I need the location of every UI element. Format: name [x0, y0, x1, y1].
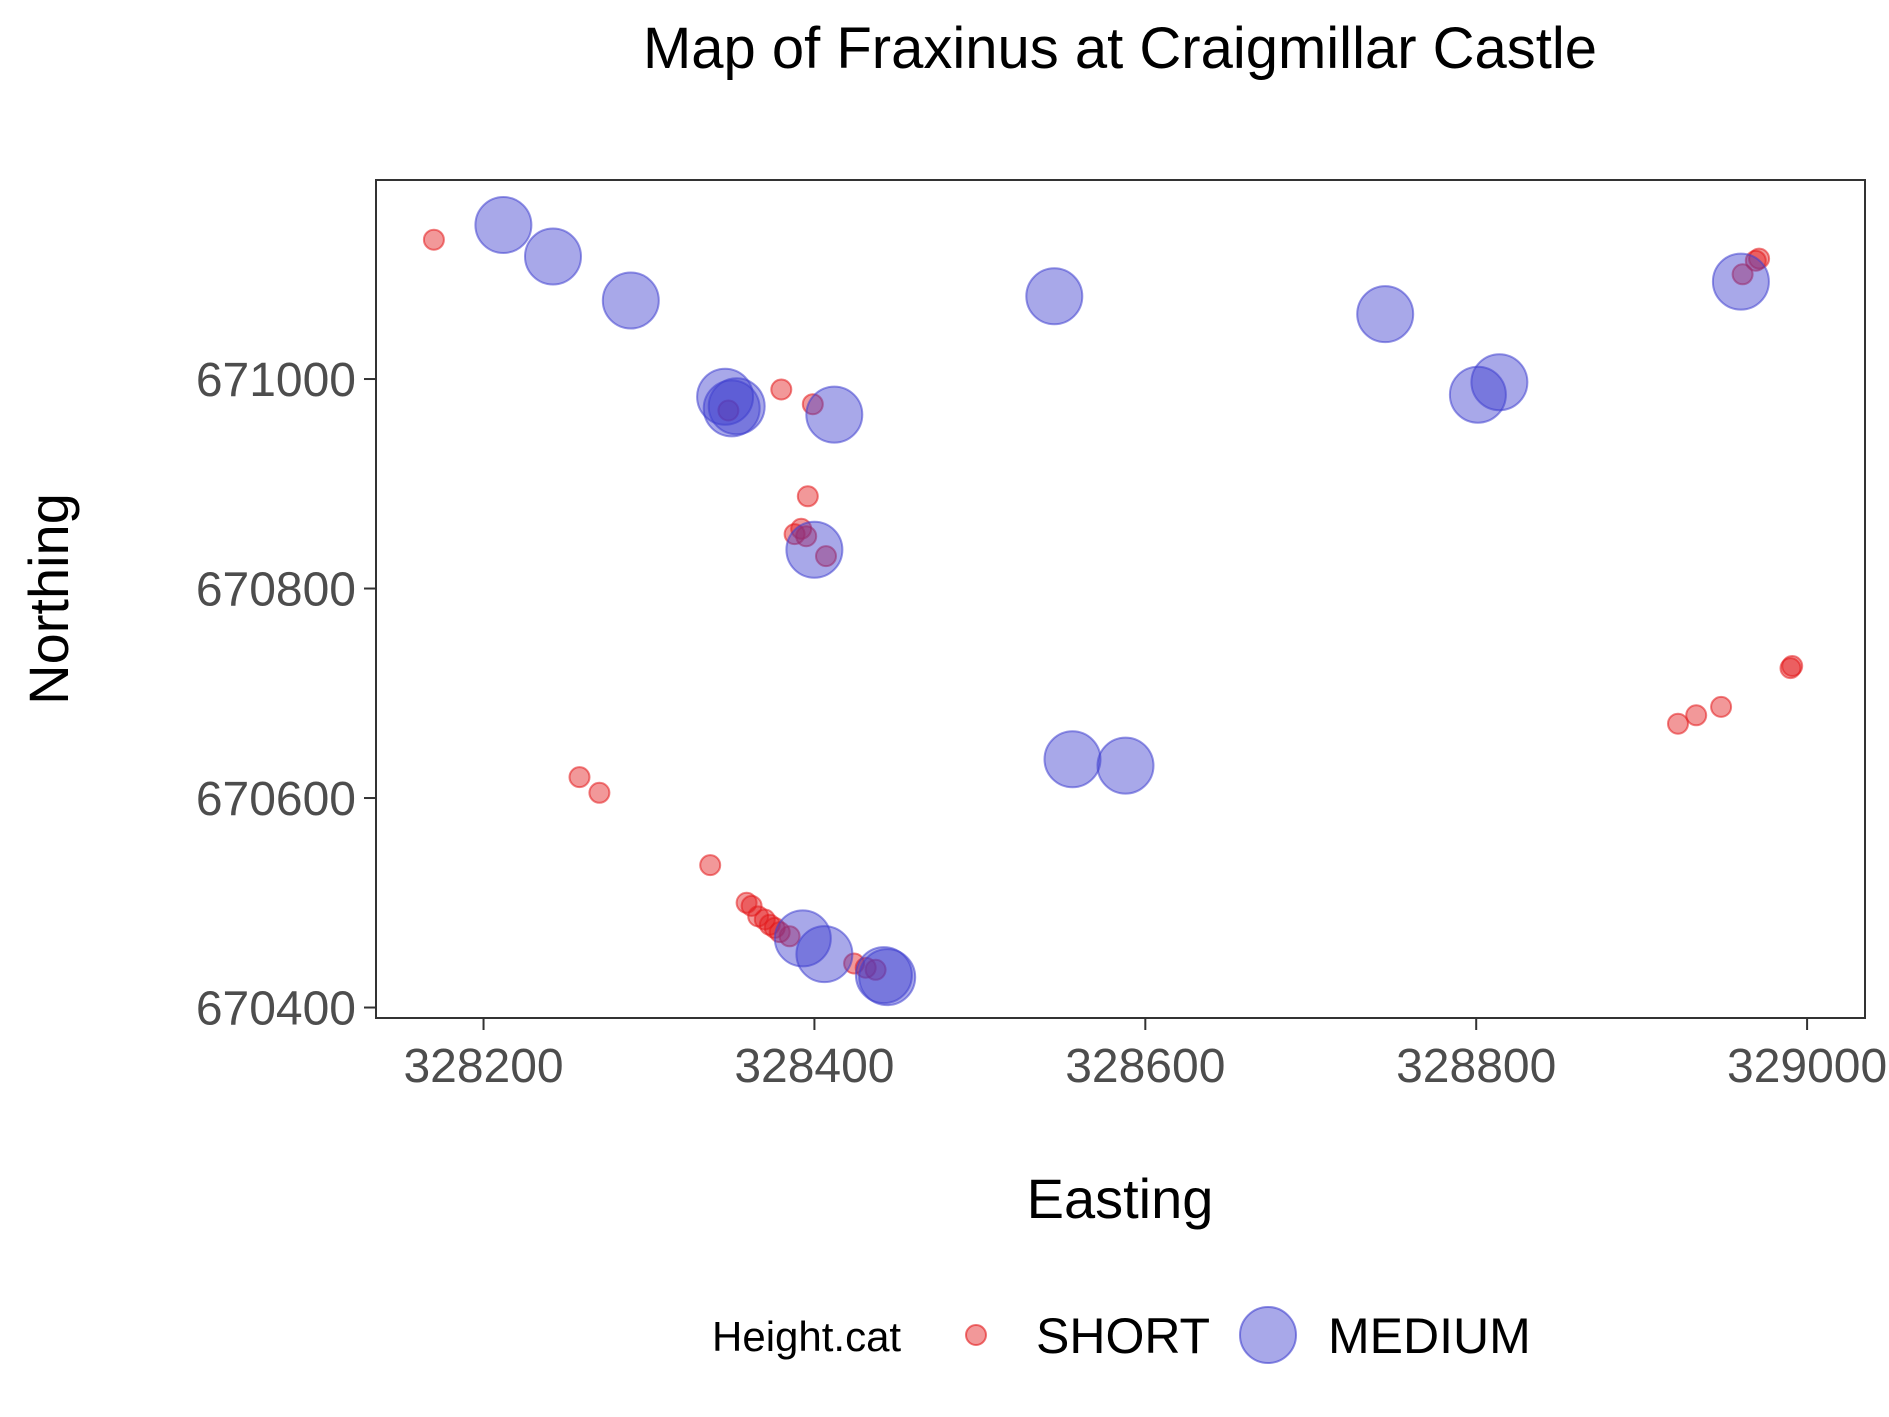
legend-label-short: SHORT: [1036, 1308, 1210, 1364]
legend-title: Height.cat: [712, 1313, 901, 1360]
point-medium-8: [1025, 267, 1084, 326]
legend: Height.cat SHORT MEDIUM: [712, 1306, 1531, 1364]
point-medium-1: [524, 227, 582, 286]
point-medium-11: [1470, 353, 1529, 412]
point-short-8: [815, 545, 837, 568]
series-short: [422, 228, 1804, 981]
x-tick-label: 328200: [403, 1040, 563, 1093]
point-short-11: [699, 854, 722, 877]
point-medium-9: [1356, 285, 1415, 344]
point-short-4: [796, 485, 819, 508]
point-short-9: [568, 766, 591, 789]
point-medium-14: [1096, 736, 1155, 795]
point-short-0: [422, 228, 445, 251]
x-tick-label: 328400: [734, 1040, 894, 1093]
x-tick-label: 329000: [1727, 1040, 1887, 1093]
point-medium-3: [696, 367, 755, 426]
legend-key-short: [965, 1324, 987, 1346]
legend-key-medium: [1239, 1306, 1297, 1364]
point-medium-4: [702, 379, 761, 438]
point-short-2: [770, 378, 793, 401]
point-short-30: [1667, 712, 1689, 735]
y-axis-title: Northing: [17, 493, 80, 705]
point-medium-17: [854, 946, 913, 1005]
point-short-1: [717, 399, 740, 422]
point-medium-0: [474, 196, 533, 254]
point-short-25: [1731, 263, 1754, 286]
point-medium-16: [795, 925, 854, 984]
chart-title: Map of Fraxinus at Craigmillar Castle: [643, 16, 1597, 81]
point-short-22: [864, 958, 887, 981]
y-tick-label: 670400: [196, 983, 356, 1036]
point-medium-5: [707, 377, 766, 436]
point-medium-15: [773, 909, 832, 968]
point-short-27: [1779, 657, 1802, 680]
point-short-19: [778, 925, 801, 948]
point-short-7: [795, 525, 818, 548]
plot-panel-border: [375, 179, 1866, 1019]
point-medium-13: [1043, 730, 1102, 789]
point-short-29: [1685, 704, 1708, 727]
series-medium: [474, 196, 1770, 1007]
point-medium-12: [1711, 252, 1770, 311]
legend-label-medium: MEDIUM: [1328, 1308, 1531, 1364]
point-short-13: [740, 894, 763, 917]
y-axis: 670400 670600 670800 671000: [196, 354, 376, 1036]
point-short-28: [1710, 695, 1733, 718]
x-tick-label: 328600: [1065, 1040, 1225, 1093]
point-medium-7: [785, 520, 844, 579]
y-tick-label: 670800: [196, 564, 356, 617]
x-axis-title: Easting: [1027, 1167, 1214, 1230]
plot-area: [422, 196, 1804, 1007]
point-medium-6: [805, 385, 864, 444]
x-tick-label: 328800: [1396, 1040, 1556, 1093]
point-medium-18: [858, 948, 917, 1007]
point-short-10: [588, 781, 611, 804]
point-medium-2: [601, 271, 660, 330]
y-tick-label: 671000: [196, 354, 356, 407]
y-tick-label: 670600: [196, 773, 356, 826]
point-short-3: [801, 393, 824, 416]
x-axis: 328200 328400 328600 328800 329000: [403, 1018, 1887, 1093]
